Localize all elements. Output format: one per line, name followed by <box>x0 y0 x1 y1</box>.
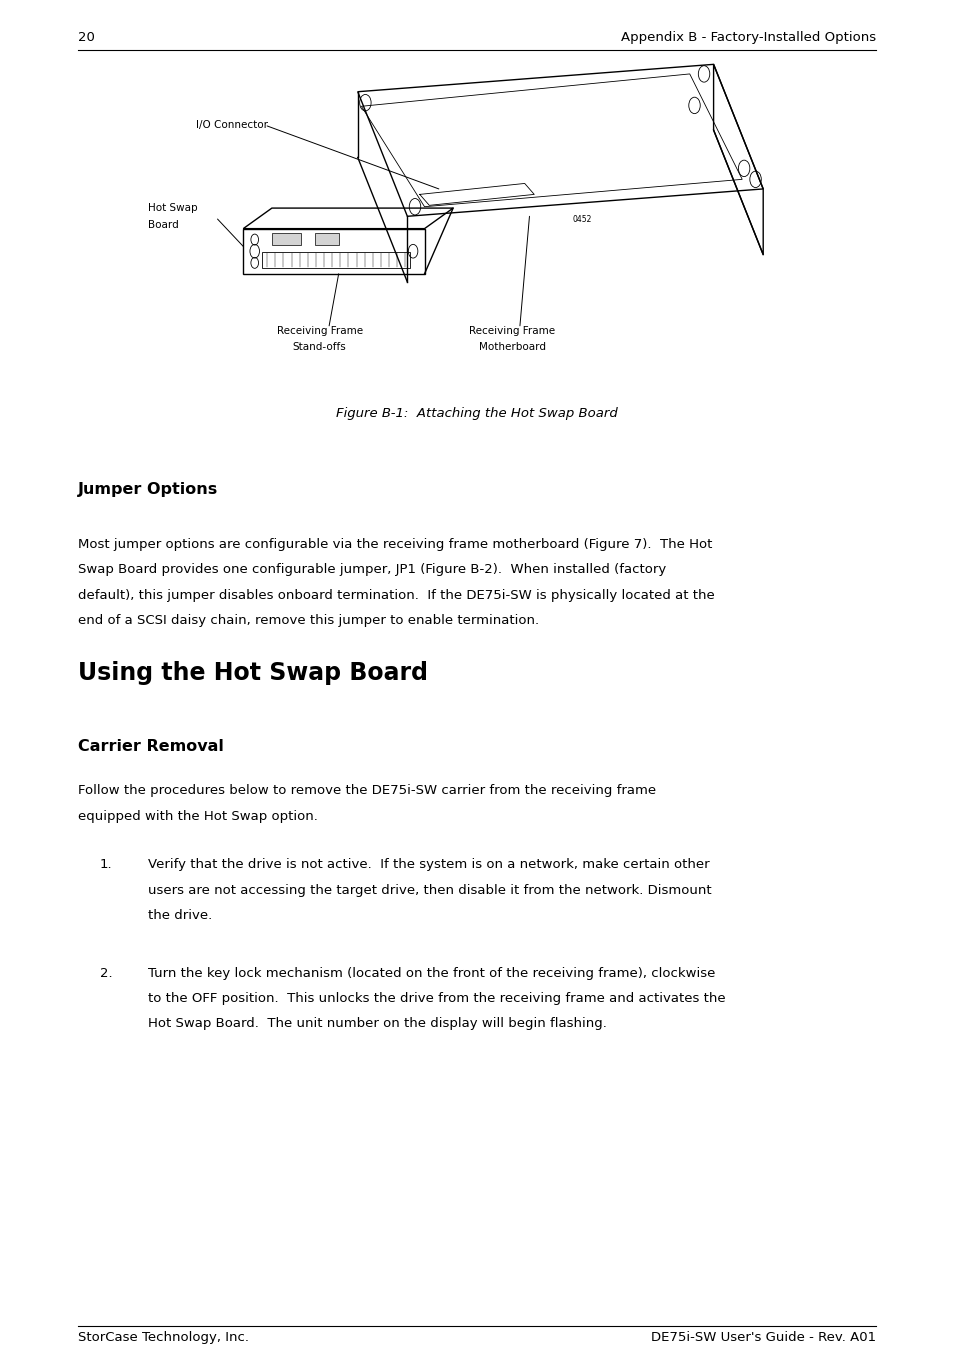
Text: Follow the procedures below to remove the DE75i-SW carrier from the receiving fr: Follow the procedures below to remove th… <box>78 784 656 797</box>
Text: Hot Swap: Hot Swap <box>148 203 197 214</box>
Text: Motherboard: Motherboard <box>478 342 545 352</box>
Text: Carrier Removal: Carrier Removal <box>78 739 224 754</box>
Text: Verify that the drive is not active.  If the system is on a network, make certai: Verify that the drive is not active. If … <box>148 858 709 871</box>
Text: 20: 20 <box>78 31 95 44</box>
Text: StorCase Technology, Inc.: StorCase Technology, Inc. <box>78 1331 249 1344</box>
Text: 1.: 1. <box>100 858 112 871</box>
Text: end of a SCSI daisy chain, remove this jumper to enable termination.: end of a SCSI daisy chain, remove this j… <box>78 613 538 627</box>
Text: Swap Board provides one configurable jumper, JP1 (Figure B-2).  When installed (: Swap Board provides one configurable jum… <box>78 564 666 576</box>
Text: Appendix B - Factory-Installed Options: Appendix B - Factory-Installed Options <box>620 31 875 44</box>
Text: Most jumper options are configurable via the receiving frame motherboard (Figure: Most jumper options are configurable via… <box>78 538 712 550</box>
Text: Hot Swap Board.  The unit number on the display will begin flashing.: Hot Swap Board. The unit number on the d… <box>148 1017 606 1029</box>
Bar <box>272 233 300 245</box>
Text: Using the Hot Swap Board: Using the Hot Swap Board <box>78 661 428 686</box>
Text: the drive.: the drive. <box>148 909 212 921</box>
Text: equipped with the Hot Swap option.: equipped with the Hot Swap option. <box>78 810 317 823</box>
Text: Jumper Options: Jumper Options <box>78 482 218 497</box>
Text: I/O Connector: I/O Connector <box>195 119 267 130</box>
Text: Stand-offs: Stand-offs <box>293 342 346 352</box>
Text: 2.: 2. <box>100 967 112 979</box>
Text: DE75i-SW User's Guide - Rev. A01: DE75i-SW User's Guide - Rev. A01 <box>650 1331 875 1344</box>
Text: Figure B-1:  Attaching the Hot Swap Board: Figure B-1: Attaching the Hot Swap Board <box>335 407 618 419</box>
Text: 0452: 0452 <box>572 215 591 223</box>
Text: to the OFF position.  This unlocks the drive from the receiving frame and activa: to the OFF position. This unlocks the dr… <box>148 991 724 1005</box>
Text: Receiving Frame: Receiving Frame <box>276 326 362 335</box>
Text: users are not accessing the target drive, then disable it from the network. Dism: users are not accessing the target drive… <box>148 884 711 897</box>
Text: Turn the key lock mechanism (located on the front of the receiving frame), clock: Turn the key lock mechanism (located on … <box>148 967 715 979</box>
Bar <box>314 233 338 245</box>
Text: Receiving Frame: Receiving Frame <box>469 326 555 335</box>
Text: Board: Board <box>148 219 178 230</box>
Text: default), this jumper disables onboard termination.  If the DE75i-SW is physical: default), this jumper disables onboard t… <box>78 589 714 601</box>
